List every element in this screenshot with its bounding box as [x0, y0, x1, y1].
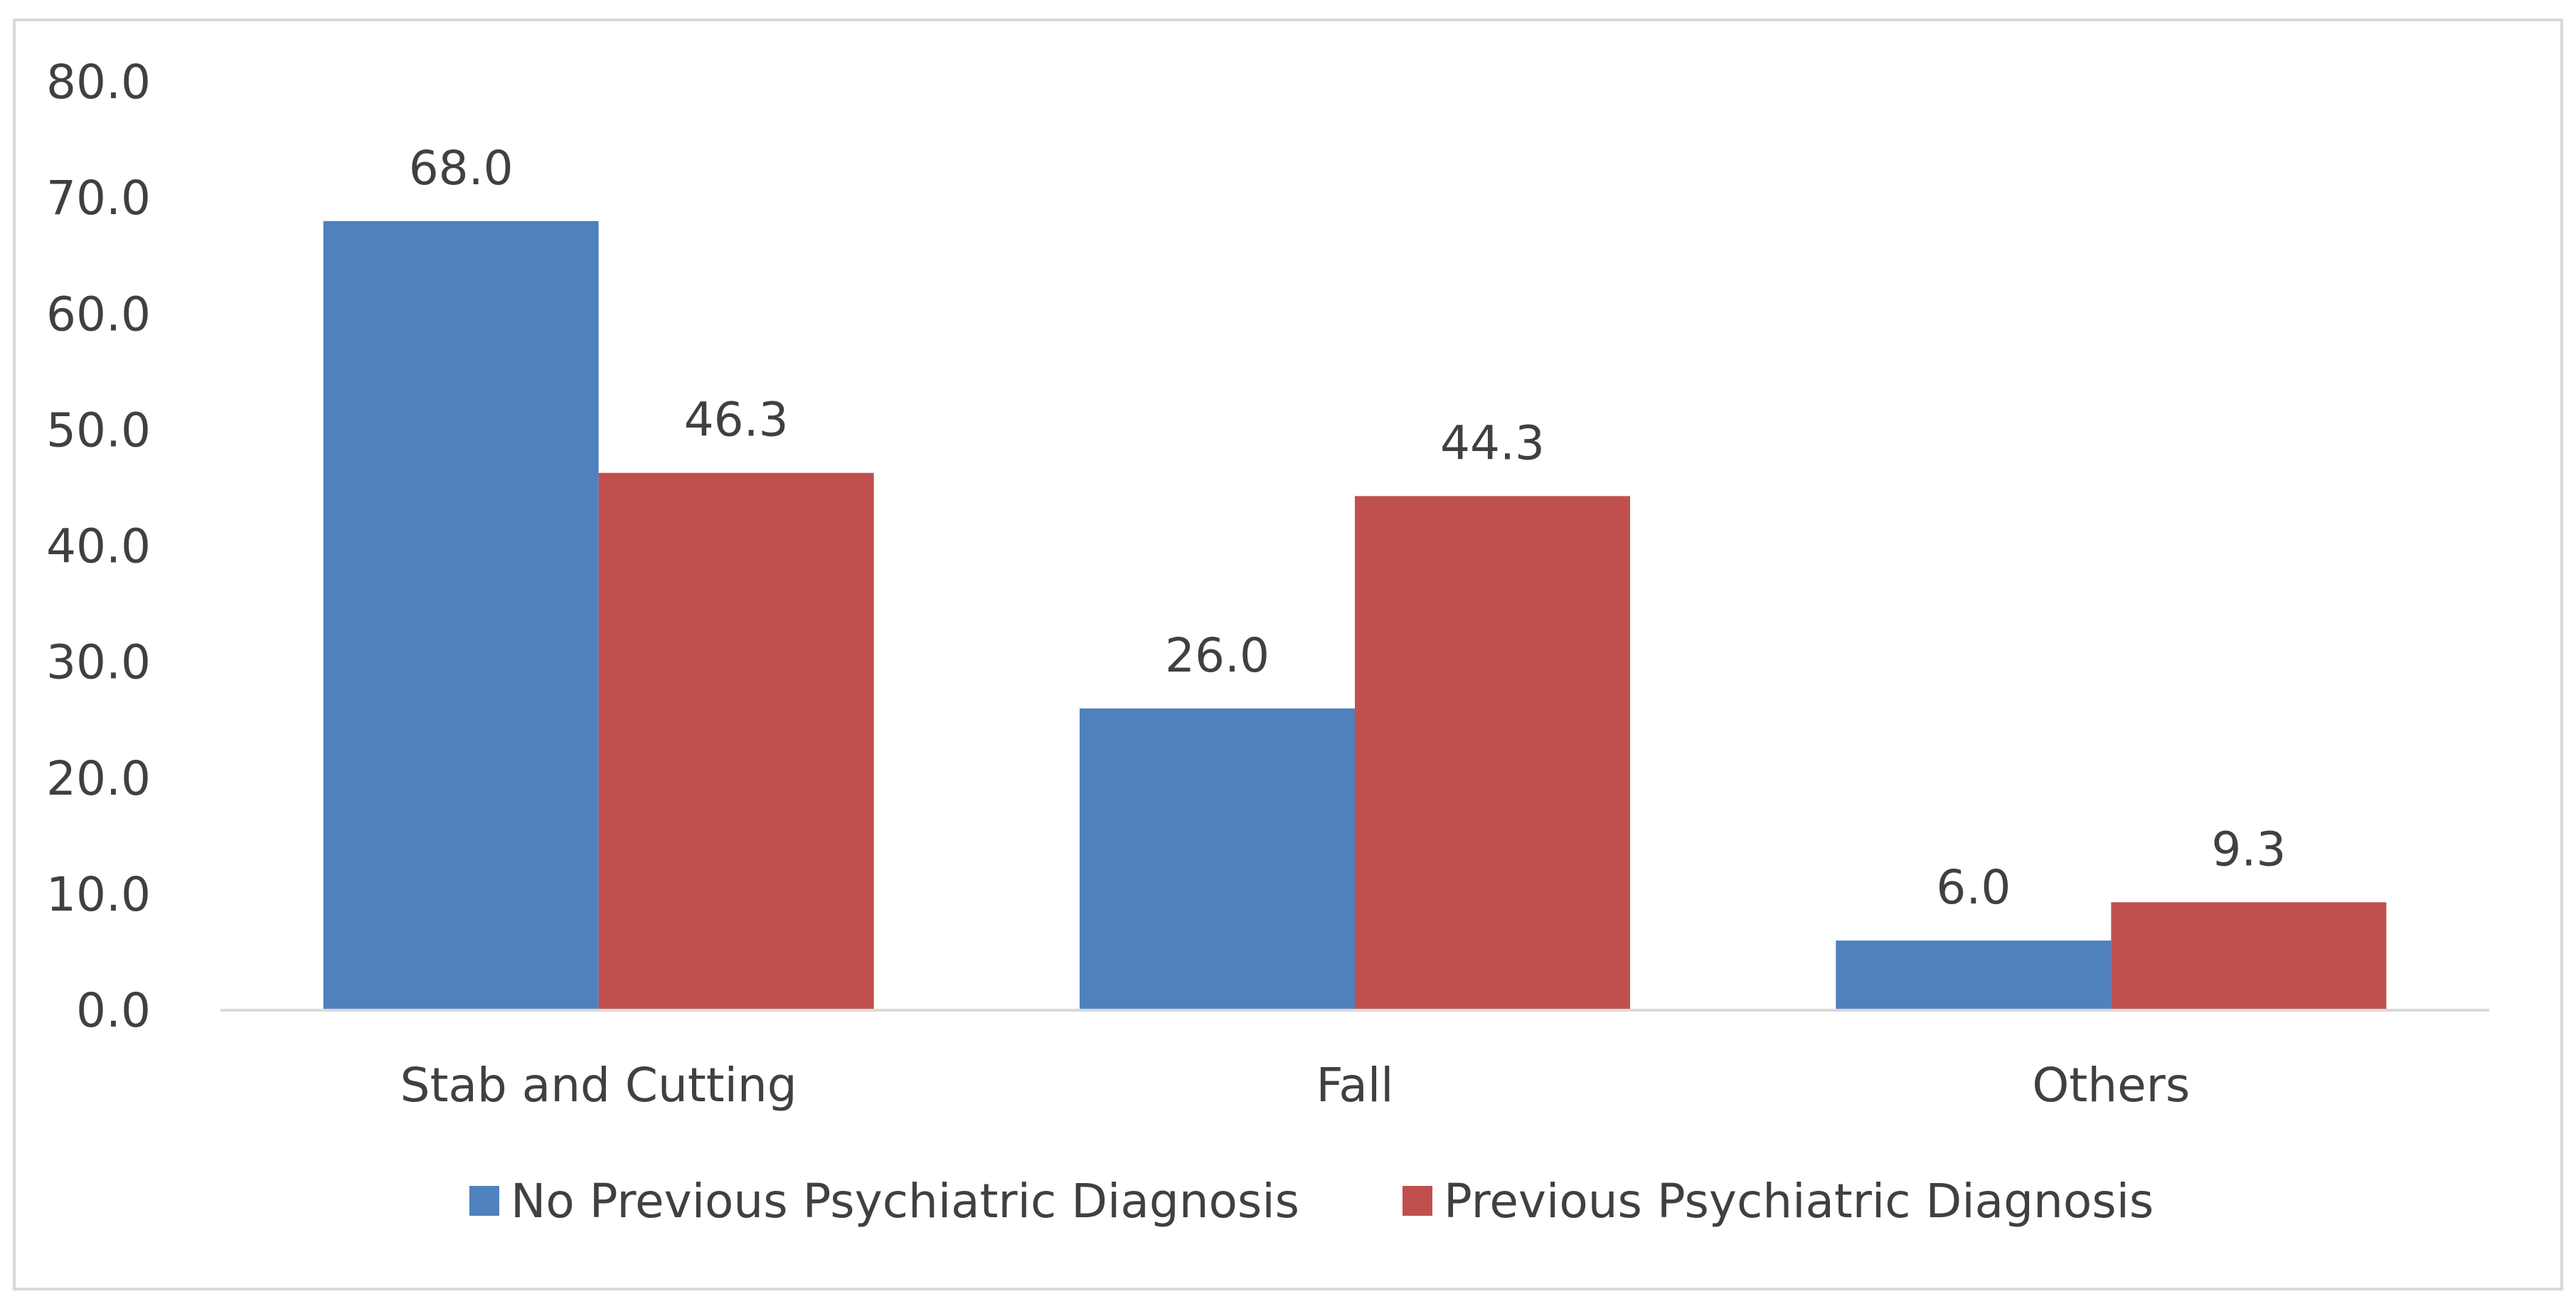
y-tick-label: 70.0: [46, 171, 151, 226]
x-axis: Stab and Cutting Fall Others: [400, 1058, 2191, 1113]
data-labels: 68.0 46.3 26.0 44.3 6.0 9.3: [409, 141, 2287, 915]
y-tick-label: 30.0: [46, 635, 151, 690]
bar-previous-0: [598, 472, 874, 1010]
y-tick-label: 60.0: [46, 287, 151, 341]
bar-no-previous-1: [1080, 708, 1355, 1010]
data-label: 9.3: [2211, 822, 2286, 876]
y-tick-label: 10.0: [46, 867, 151, 922]
legend-swatch: [1403, 1186, 1432, 1216]
x-category-label: Fall: [1316, 1058, 1393, 1113]
legend-swatch: [469, 1186, 499, 1216]
y-tick-label: 50.0: [46, 403, 151, 457]
bar-no-previous-2: [1836, 940, 2112, 1010]
y-tick-label: 20.0: [46, 751, 151, 806]
legend: No Previous Psychiatric Diagnosis Previou…: [469, 1174, 2154, 1229]
data-label: 46.3: [684, 393, 789, 447]
data-label: 68.0: [409, 141, 513, 196]
y-axis: 0.0 10.0 20.0 30.0 40.0 50.0 60.0 70.0 80.0: [46, 55, 151, 1038]
bar-previous-1: [1355, 496, 1630, 1010]
bar-no-previous-0: [323, 221, 599, 1010]
y-tick-label: 40.0: [46, 519, 151, 574]
data-label: 6.0: [1936, 860, 2011, 915]
y-tick-label: 80.0: [46, 55, 151, 110]
x-category-label: Others: [2032, 1058, 2190, 1113]
y-tick-label: 0.0: [76, 983, 151, 1038]
bars: [323, 221, 2387, 1010]
x-category-label: Stab and Cutting: [400, 1058, 797, 1113]
legend-label: Previous Psychiatric Diagnosis: [1444, 1174, 2154, 1229]
bar-previous-2: [2111, 902, 2387, 1010]
data-label: 44.3: [1440, 415, 1545, 470]
data-label: 26.0: [1165, 628, 1270, 683]
legend-label: No Previous Psychiatric Diagnosis: [511, 1174, 1299, 1229]
